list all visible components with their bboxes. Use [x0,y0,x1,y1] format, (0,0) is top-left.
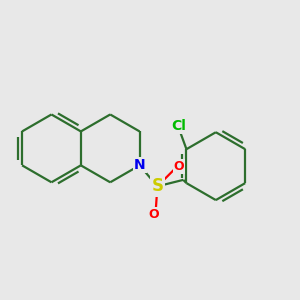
Text: Cl: Cl [171,118,186,133]
Text: S: S [152,177,164,195]
Text: O: O [149,208,159,221]
Text: N: N [134,158,146,172]
Text: O: O [174,160,184,173]
